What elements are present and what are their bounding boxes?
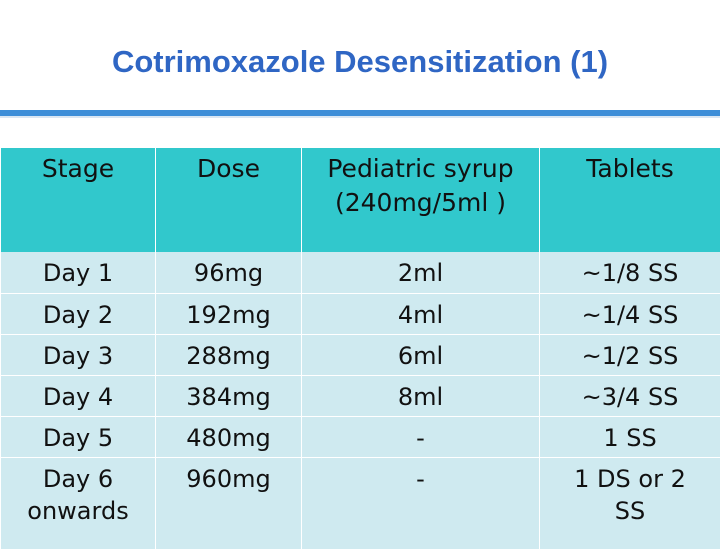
table-row: Day 5 480mg - 1 SS <box>1 416 720 457</box>
header-pediatric-syrup: Pediatric syrup (240mg/5ml ) <box>302 148 540 252</box>
cell-dose: 96mg <box>156 252 302 293</box>
table-row: Day 1 96mg 2ml ~1/8 SS <box>1 252 720 293</box>
cell-syrup: 4ml <box>302 293 540 334</box>
cell-stage: Day 4 <box>1 375 156 416</box>
cell-tablets: ~1/8 SS <box>540 252 720 293</box>
cell-stage: Day 5 <box>1 416 156 457</box>
cell-dose: 384mg <box>156 375 302 416</box>
header-tablets: Tablets <box>540 148 720 252</box>
cell-syrup: - <box>302 416 540 457</box>
cell-dose: 960mg <box>156 457 302 549</box>
cell-tablets: ~1/2 SS <box>540 334 720 375</box>
table-header-row: Stage Dose Pediatric syrup (240mg/5ml ) … <box>1 148 720 252</box>
cell-syrup: 2ml <box>302 252 540 293</box>
cell-tablets: ~3/4 SS <box>540 375 720 416</box>
cell-syrup: 6ml <box>302 334 540 375</box>
header-stage: Stage <box>1 148 156 252</box>
cell-stage: Day 3 <box>1 334 156 375</box>
cell-stage: Day 1 <box>1 252 156 293</box>
header-dose: Dose <box>156 148 302 252</box>
cell-tablets: ~1/4 SS <box>540 293 720 334</box>
table-row: Day 3 288mg 6ml ~1/2 SS <box>1 334 720 375</box>
cell-tablets: 1 DS or 2 SS <box>540 457 720 549</box>
slide-title: Cotrimoxazole Desensitization (1) <box>0 44 720 80</box>
cell-dose: 480mg <box>156 416 302 457</box>
desensitization-table: Stage Dose Pediatric syrup (240mg/5ml ) … <box>0 148 720 550</box>
table-row: Day 2 192mg 4ml ~1/4 SS <box>1 293 720 334</box>
table-row: Day 4 384mg 8ml ~3/4 SS <box>1 375 720 416</box>
title-divider-shadow <box>0 116 720 118</box>
cell-syrup: 8ml <box>302 375 540 416</box>
table-row: Day 6 onwards 960mg - 1 DS or 2 SS <box>1 457 720 549</box>
cell-dose: 288mg <box>156 334 302 375</box>
cell-stage: Day 2 <box>1 293 156 334</box>
cell-syrup: - <box>302 457 540 549</box>
cell-dose: 192mg <box>156 293 302 334</box>
cell-tablets: 1 SS <box>540 416 720 457</box>
cell-stage: Day 6 onwards <box>1 457 156 549</box>
